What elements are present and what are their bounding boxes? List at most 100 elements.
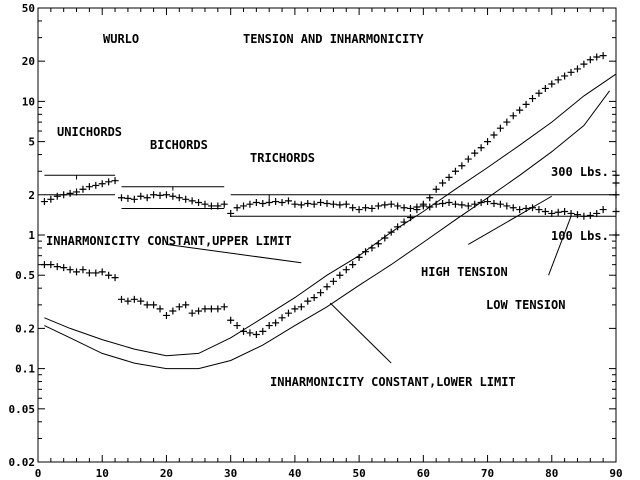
data-point <box>586 211 594 219</box>
data-point <box>291 305 299 313</box>
y-tick-label: 5 <box>28 136 35 149</box>
data-point <box>593 53 601 61</box>
data-point <box>336 271 344 279</box>
data-point <box>529 95 537 103</box>
y-tick-label: 0.05 <box>9 403 36 416</box>
data-point <box>143 301 151 309</box>
data-point <box>516 206 524 214</box>
data-point <box>362 204 370 212</box>
data-point <box>599 206 607 214</box>
data-point <box>233 322 241 330</box>
data-point <box>439 179 447 187</box>
data-point <box>117 295 125 303</box>
x-tick-label: 90 <box>609 467 622 480</box>
unichords-label: UNICHORDS <box>57 125 122 139</box>
data-point <box>73 188 81 196</box>
data-point <box>426 194 434 202</box>
y-tick-label: 1 <box>28 229 35 242</box>
data-point <box>227 209 235 217</box>
data-point <box>509 112 517 120</box>
data-point <box>304 200 312 208</box>
data-point <box>413 206 421 214</box>
data-point <box>374 240 382 248</box>
edge-marker <box>612 231 620 239</box>
edge-marker <box>612 179 620 187</box>
data-point <box>490 131 498 139</box>
low-tension-leader <box>548 216 572 276</box>
low-tension-label: LOW TENSION <box>486 298 565 312</box>
data-point <box>175 303 183 311</box>
y-tick-label: 20 <box>22 55 35 68</box>
inh-lower-leader <box>329 302 392 364</box>
data-point <box>278 199 286 207</box>
data-point <box>381 201 389 209</box>
data-point <box>368 244 376 252</box>
x-tick-label: 70 <box>481 467 494 480</box>
data-point <box>240 202 248 210</box>
x-tick-label: 10 <box>96 467 109 480</box>
data-point <box>66 266 74 274</box>
data-point <box>124 297 132 305</box>
data-point <box>137 192 145 200</box>
data-point <box>426 203 434 211</box>
y-tick-label: 0.2 <box>15 322 35 335</box>
bichords-label: BICHORDS <box>150 138 208 152</box>
data-point <box>464 155 472 163</box>
data-point <box>432 185 440 193</box>
x-tick-label: 80 <box>545 467 558 480</box>
high-tension-leader <box>468 195 553 245</box>
data-point <box>79 266 87 274</box>
data-point <box>117 194 125 202</box>
data-point <box>66 189 74 197</box>
data-point <box>272 319 280 327</box>
chart-title: TENSION AND INHARMONICITY <box>243 32 424 46</box>
data-point <box>233 204 241 212</box>
data-point <box>92 269 100 277</box>
data-point <box>445 173 453 181</box>
data-point <box>92 181 100 189</box>
data-point <box>529 204 537 212</box>
data-point <box>336 201 344 209</box>
data-point <box>451 200 459 208</box>
data-point <box>451 167 459 175</box>
data-points <box>40 52 620 339</box>
data-point <box>406 214 414 222</box>
data-point <box>445 199 453 207</box>
inh-upper-label: INHARMONICITY CONSTANT,UPPER LIMIT <box>46 234 292 248</box>
data-point <box>387 228 395 236</box>
data-point <box>484 198 492 206</box>
data-point <box>284 197 292 205</box>
data-point <box>503 202 511 210</box>
data-point <box>40 261 48 269</box>
data-point <box>214 202 222 210</box>
data-point <box>394 223 402 231</box>
data-point <box>265 199 273 207</box>
data-point <box>265 322 273 330</box>
data-point <box>169 307 177 315</box>
data-point <box>567 209 575 217</box>
data-point <box>207 305 215 313</box>
x-tick-label: 30 <box>224 467 237 480</box>
data-point <box>162 191 170 199</box>
data-point <box>220 200 228 208</box>
y-tick-label: 0.02 <box>9 456 36 469</box>
data-point <box>310 294 318 302</box>
data-point <box>458 162 466 170</box>
data-point <box>374 202 382 210</box>
data-point <box>240 327 248 335</box>
data-point <box>355 206 363 214</box>
data-point <box>567 68 575 76</box>
wurlo-label: WURLO <box>103 32 139 46</box>
data-point <box>304 297 312 305</box>
data-point <box>599 52 607 60</box>
x-axis-ticks: 0 10 20 30 40 50 60 70 80 90 <box>35 8 623 480</box>
x-tick-label: 40 <box>288 467 301 480</box>
data-point <box>111 274 119 282</box>
data-point <box>259 327 267 335</box>
data-point <box>182 301 190 309</box>
data-point <box>259 200 267 208</box>
data-point <box>252 331 260 339</box>
data-point <box>349 204 357 212</box>
data-point <box>586 56 594 64</box>
data-point <box>272 198 280 206</box>
